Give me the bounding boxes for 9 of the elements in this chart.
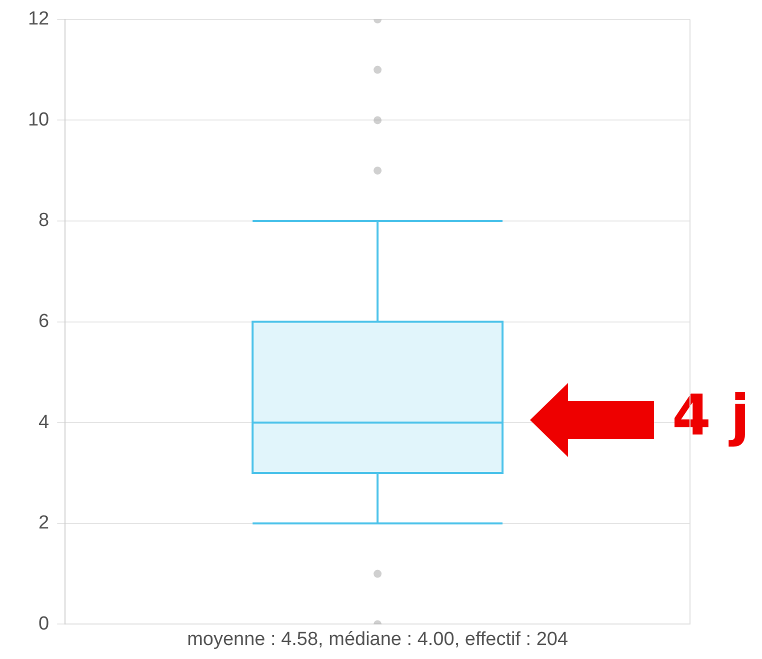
y-tick-label: 12 [28, 8, 50, 30]
x-axis-title: moyenne : 4.58, médiane : 4.00, effectif : 204 [187, 628, 568, 650]
y-tick-label: 6 [38, 311, 50, 332]
y-tick-label: 0 [38, 613, 50, 634]
y-tick-label: 10 [28, 109, 50, 130]
y-tick-label: 2 [38, 512, 50, 534]
annotation: 4 j [672, 384, 750, 449]
y-tick-label: 8 [38, 210, 50, 232]
y-tick-label: 4 [38, 412, 50, 433]
